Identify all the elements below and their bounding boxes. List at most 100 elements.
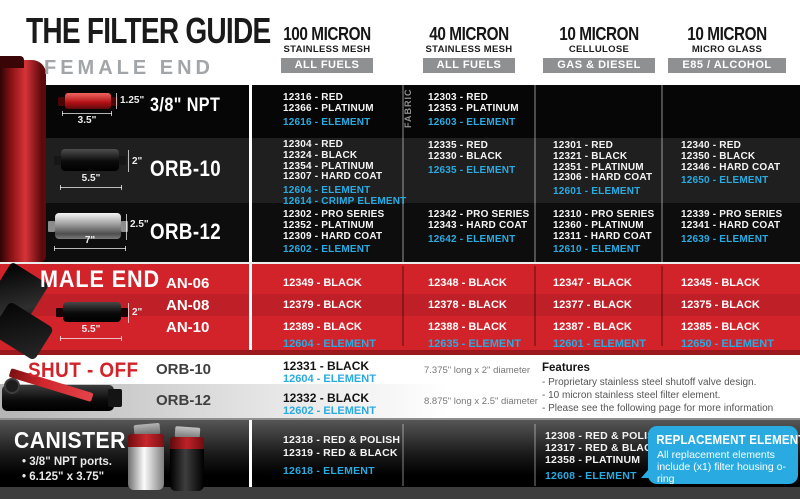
element-list: 12601 - ELEMENT	[553, 186, 641, 198]
table-cell: 12308 - RED & POLISH 12317 - RED & BLACK 1…	[545, 430, 662, 482]
col-divider	[534, 424, 536, 486]
part-list: 12310 - PRO SERIES 12360 - PLATINUM 12311 …	[553, 209, 655, 242]
shutoff-section-title: SHUT - OFF	[28, 359, 139, 382]
col-divider	[402, 85, 404, 262]
canister-bullets: • 3/8" NPT ports. • 6.125" x 3.75"	[22, 456, 112, 483]
npt-length-dim: 3.5"	[77, 115, 97, 126]
part-list: 12342 - PRO SERIES 12343 - HARD COAT	[428, 209, 530, 231]
element-cell: 12650 - ELEMENT	[681, 338, 774, 350]
media-label: STAINLESS MESH	[425, 44, 513, 55]
element-list: 12608 - ELEMENT	[545, 470, 637, 482]
dimension-line	[60, 336, 122, 341]
table-cell: 12345 - BLACK	[681, 277, 760, 289]
table-cell: 12378 - BLACK	[428, 299, 507, 311]
shutoff-element: 12604 - ELEMENT	[283, 373, 376, 385]
column-header-40-micron: 40 MICRON STAINLESS MESH ALL FUELS	[403, 24, 535, 73]
fuel-badge: ALL FUELS	[280, 58, 374, 73]
table-cell: 12349 - BLACK	[283, 277, 362, 289]
shutoff-spec: 7.375" long x 2" diameter	[424, 365, 531, 376]
row-label-orb12: ORB-12	[150, 219, 222, 244]
micron-label: 40 MICRON	[429, 24, 509, 44]
part-list: 12318 - RED & POLISH 12319 - RED & BLACK	[283, 434, 401, 459]
orb10-filter-drawing	[54, 149, 126, 171]
column-header-10-micron-microglass: 10 MICRON MICRO GLASS E85 / ALCOHOL	[660, 24, 794, 73]
element-list: 12618 - ELEMENT	[283, 465, 375, 477]
micron-label: 10 MICRON	[687, 24, 767, 44]
part-list: 12340 - RED 12350 - BLACK 12346 - HARD COA…	[681, 140, 781, 173]
row-label-orb10: ORB-10	[150, 156, 222, 181]
table-cell: 12318 - RED & POLISH 12319 - RED & BLACK …	[283, 434, 400, 478]
table-cell: 12316 - RED 12366 - PLATINUM 12616 - ELEM…	[283, 92, 374, 128]
dimension-line	[62, 111, 112, 116]
micron-label: 10 MICRON	[559, 24, 639, 44]
element-list: 12635 - ELEMENT	[428, 164, 516, 176]
row-label-shutoff-orb12: ORB-12	[156, 392, 212, 409]
orb12-height-dim: 2.5"	[130, 219, 149, 230]
female-row-orb10-bg	[0, 138, 800, 203]
element-list: 12610 - ELEMENT	[553, 244, 641, 256]
col-divider	[402, 424, 404, 486]
label-divider-male	[249, 264, 252, 350]
col-divider	[402, 266, 404, 346]
dimension-line	[60, 185, 122, 190]
table-cell: 12389 - BLACK	[283, 321, 362, 333]
canister-section-title: CANISTER	[14, 427, 126, 453]
element-list: 12642 - ELEMENT	[428, 233, 516, 245]
media-label: CELLULOSE	[568, 44, 630, 55]
shutoff-spec: 8.875" long x 2.5" diameter	[424, 396, 538, 407]
male-row-an08-band	[0, 294, 800, 316]
red-filter-photo-cap	[0, 56, 24, 68]
table-cell: 12387 - BLACK	[553, 321, 632, 333]
fabric-note: FABRIC	[403, 88, 413, 129]
features-title: Features	[542, 362, 590, 374]
part-list: 12304 - RED 12324 - BLACK 12354 - PLATINUM…	[283, 139, 383, 183]
orb12-length-dim: 7"	[84, 235, 96, 246]
page-subtitle: FEMALE END	[44, 57, 214, 79]
callout-body: All replacement elements include (x1) fi…	[657, 449, 786, 485]
female-row-npt-bg	[0, 85, 800, 138]
male-length-dim: 5.5"	[81, 324, 101, 335]
shutoff-valve-photo	[0, 366, 140, 418]
part-list: 12339 - PRO SERIES 12341 - HARD COAT	[681, 209, 783, 231]
part-list: 12301 - RED 12321 - BLACK 12351 - PLATINUM…	[553, 140, 653, 184]
table-cell: 12302 - PRO SERIES 12352 - PLATINUM 12309 …	[283, 209, 385, 256]
table-cell: 12375 - BLACK	[681, 299, 760, 311]
element-list: 12650 - ELEMENT	[681, 175, 769, 187]
table-cell: 12303 - RED 12353 - PLATINUM 12603 - ELEM…	[428, 92, 519, 128]
media-label: STAINLESS MESH	[283, 44, 371, 55]
row-label-an08: AN-08	[166, 297, 210, 314]
element-list: 12616 - ELEMENT	[283, 116, 371, 128]
element-list: 12639 - ELEMENT	[681, 233, 769, 245]
fuel-badge: GAS & DIESEL	[543, 58, 655, 73]
micron-label: 100 MICRON	[283, 24, 371, 44]
canister-photo-black	[170, 426, 204, 491]
shutoff-part: 12332 - BLACK	[283, 391, 370, 405]
fuel-badge: E85 / ALCOHOL	[668, 58, 786, 73]
female-row-orb12-bg	[0, 203, 800, 262]
features-list: - Proprietary stainless steel shutoff va…	[542, 377, 774, 414]
element-cell: 12635 - ELEMENT	[428, 338, 521, 350]
replacement-elements-callout: REPLACEMENT ELEMENTS All replacement ele…	[648, 426, 800, 485]
table-cell: 12348 - BLACK	[428, 277, 507, 289]
dimension-line	[128, 303, 129, 323]
element-list: 12603 - ELEMENT	[428, 116, 516, 128]
row-label-an06: AN-06	[166, 275, 210, 292]
table-cell: 12347 - BLACK	[553, 277, 632, 289]
dimension-line	[116, 93, 117, 109]
table-cell: 12339 - PRO SERIES 12341 - HARD COAT 1263…	[681, 209, 783, 245]
npt-height-dim: 1.25"	[120, 95, 145, 106]
row-label-an10: AN-10	[166, 319, 210, 336]
table-cell: 12342 - PRO SERIES 12343 - HARD COAT 1264…	[428, 209, 530, 245]
orb10-length-dim: 5.5"	[81, 173, 101, 184]
table-cell: 12301 - RED 12321 - BLACK 12351 - PLATINUM…	[553, 140, 653, 198]
element-cell: 12604 - ELEMENT	[283, 338, 376, 350]
column-header-100-micron: 100 MICRON STAINLESS MESH ALL FUELS	[252, 24, 402, 73]
element-cell: 12601 - ELEMENT	[553, 338, 646, 350]
orb12-filter-drawing	[48, 213, 128, 239]
male-section-title: MALE END	[40, 266, 161, 293]
part-list: 12303 - RED 12353 - PLATINUM	[428, 92, 519, 114]
dimension-line	[54, 246, 126, 251]
callout-title: REPLACEMENT ELEMENTS	[656, 433, 800, 447]
part-list: 12302 - PRO SERIES 12352 - PLATINUM 12309 …	[283, 209, 385, 242]
